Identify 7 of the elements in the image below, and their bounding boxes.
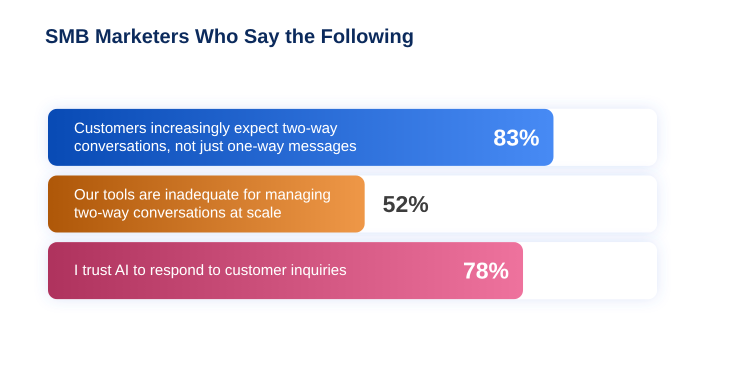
y-tick-label: Our tools are inadequate for managing two-way conversations at scale — [74, 186, 335, 222]
y-tick-label: Customers increasingly expect two-way conversations, not just one-way messages — [74, 120, 357, 155]
chart-title: SMB Marketers Who Say the Following — [45, 26, 414, 48]
data-label: 52% — [382, 191, 429, 217]
data-label: 83% — [493, 124, 540, 150]
y-tick-label: I trust AI to respond to customer inquiries — [74, 262, 347, 280]
data-label: 78% — [462, 258, 510, 284]
